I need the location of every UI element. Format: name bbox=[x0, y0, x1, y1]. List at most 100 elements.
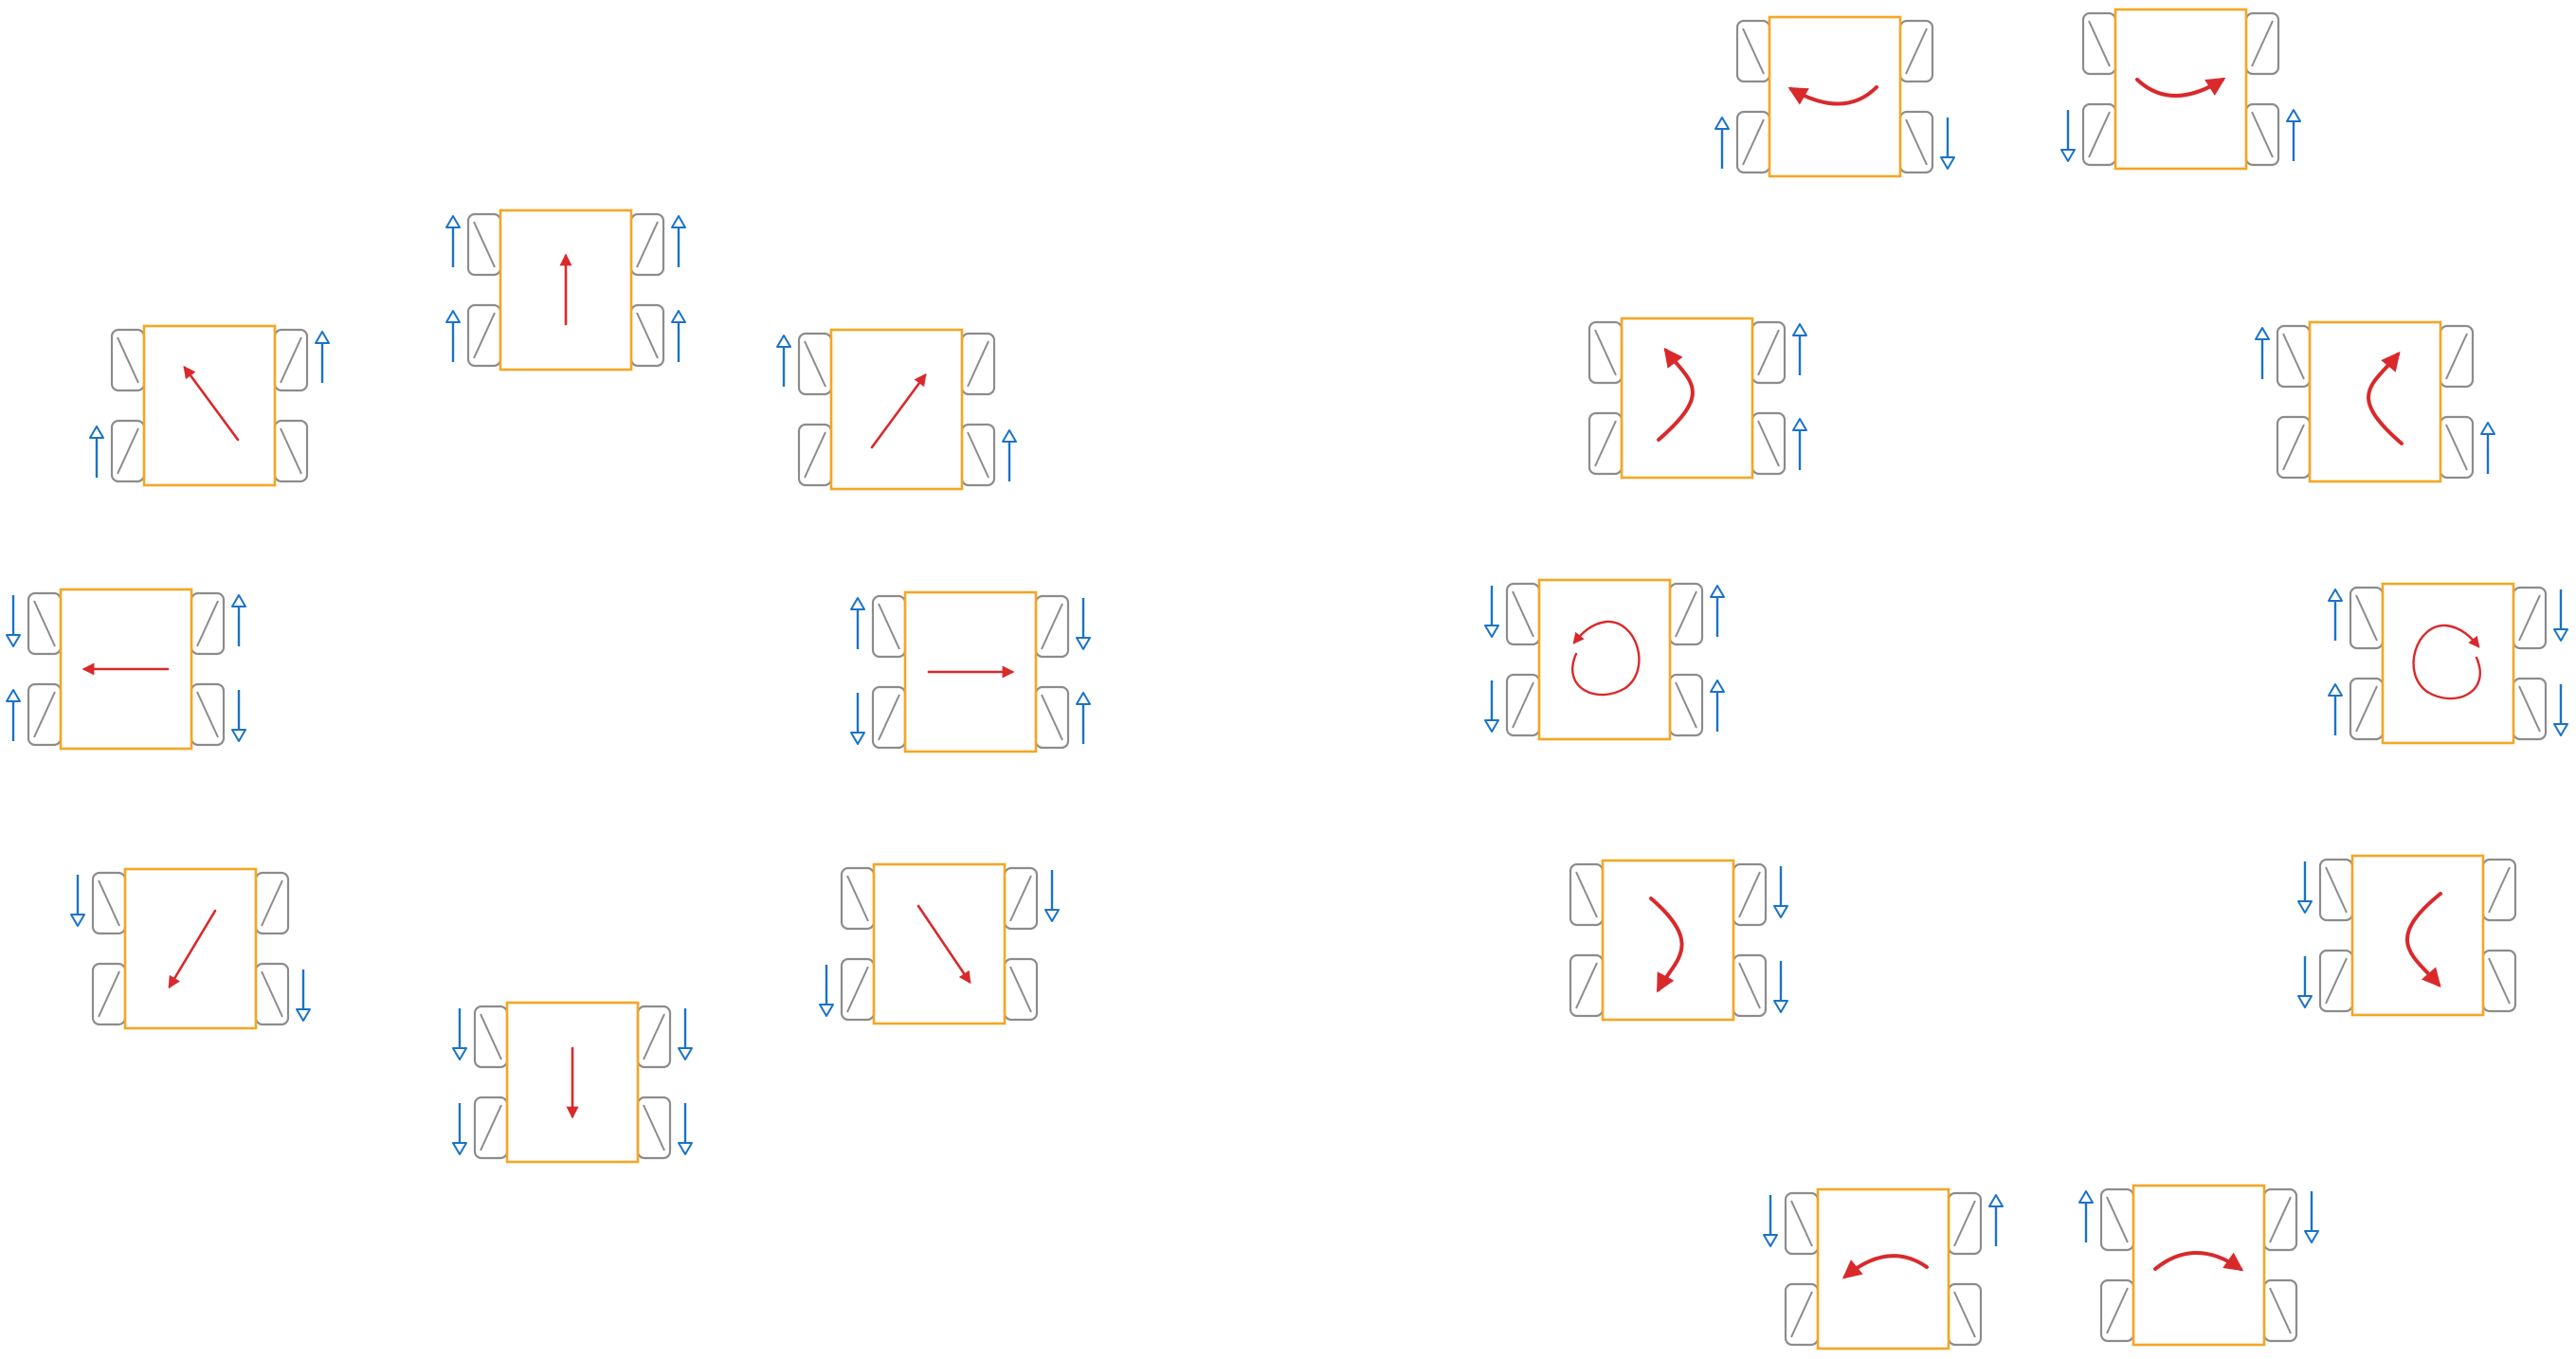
rear-left-wheel bbox=[2099, 1278, 2135, 1343]
rear-left-wheel bbox=[2276, 415, 2312, 480]
rear-right-wheel bbox=[2244, 102, 2280, 167]
front-left-wheel bbox=[2349, 586, 2385, 650]
front-right-spin-arrow-up bbox=[1988, 1194, 2004, 1246]
front-left-spin-arrow-up bbox=[850, 597, 865, 649]
rear-right-spin-arrow-down bbox=[1940, 118, 1955, 170]
front-left-wheel bbox=[91, 871, 127, 935]
motion-arrow bbox=[168, 909, 217, 989]
robot-body bbox=[872, 862, 1007, 1025]
front-right-spin-arrow-down bbox=[1076, 598, 1091, 650]
robot-pivot-right-rear bbox=[2078, 1184, 2319, 1347]
rear-right-wheel bbox=[254, 962, 290, 1026]
front-right-wheel bbox=[1003, 866, 1039, 931]
front-right-wheel bbox=[1732, 862, 1768, 927]
motion-arrow bbox=[2367, 351, 2404, 445]
front-left-spin-arrow-down bbox=[2297, 861, 2313, 914]
front-left-wheel bbox=[466, 212, 502, 277]
motion-arrow bbox=[1571, 620, 1641, 697]
rear-left-wheel bbox=[27, 682, 63, 747]
front-left-wheel bbox=[2081, 11, 2117, 76]
robot-grid bbox=[6, 8, 2568, 1350]
rear-right-spin-arrow-down bbox=[678, 1103, 693, 1155]
rear-left-wheel bbox=[1505, 673, 1541, 737]
rear-right-wheel bbox=[636, 1096, 672, 1160]
rear-left-wheel bbox=[840, 957, 876, 1022]
rear-left-wheel bbox=[1569, 953, 1605, 1018]
rear-right-spin-arrow-up bbox=[2286, 109, 2301, 161]
robot-forward bbox=[445, 208, 686, 371]
rear-right-spin-arrow-down bbox=[1773, 961, 1788, 1013]
rear-right-spin-arrow-up bbox=[1002, 429, 1017, 481]
motion-arrow bbox=[1649, 897, 1684, 993]
front-left-spin-arrow-down bbox=[452, 1008, 467, 1060]
rear-left-wheel bbox=[473, 1096, 509, 1160]
motion-arrow bbox=[2405, 892, 2442, 988]
robot-body bbox=[1537, 578, 1672, 741]
robot-rotate-ccw bbox=[1484, 578, 1725, 741]
rear-right-wheel bbox=[1668, 673, 1704, 737]
front-left-wheel bbox=[1784, 1191, 1820, 1256]
front-left-wheel bbox=[473, 1005, 509, 1069]
front-right-spin-arrow-up bbox=[671, 215, 686, 267]
robot-body bbox=[59, 588, 193, 751]
front-left-spin-arrow-up bbox=[776, 335, 791, 387]
rear-right-spin-arrow-up bbox=[1710, 680, 1725, 732]
robot-pivot-left-rear bbox=[1763, 1187, 2004, 1350]
front-left-spin-arrow-down bbox=[6, 595, 21, 647]
front-left-wheel bbox=[27, 591, 63, 656]
rear-right-wheel bbox=[1034, 685, 1070, 750]
front-left-wheel bbox=[1735, 19, 1771, 83]
front-left-wheel bbox=[1505, 582, 1541, 646]
rear-left-wheel bbox=[2318, 949, 2354, 1013]
rear-left-spin-arrow-down bbox=[819, 965, 834, 1017]
front-right-wheel bbox=[254, 871, 290, 935]
front-left-wheel bbox=[2318, 858, 2354, 922]
motion-arrow bbox=[1657, 347, 1695, 442]
rear-left-wheel bbox=[1587, 411, 1624, 476]
front-right-spin-arrow-down bbox=[1044, 870, 1060, 922]
rear-left-spin-arrow-up bbox=[445, 310, 461, 362]
robot-forward-left bbox=[89, 324, 330, 487]
front-right-wheel bbox=[1751, 320, 1787, 385]
rear-left-wheel bbox=[466, 303, 502, 368]
rear-right-wheel bbox=[2512, 677, 2548, 741]
rear-left-wheel bbox=[91, 962, 127, 1026]
rear-left-spin-arrow-down bbox=[1484, 680, 1499, 733]
rear-right-wheel bbox=[1732, 953, 1768, 1018]
rear-left-wheel bbox=[2349, 677, 2385, 741]
rear-right-wheel bbox=[1003, 957, 1039, 1022]
robot-body bbox=[123, 867, 258, 1030]
front-right-spin-arrow-down bbox=[2553, 589, 2568, 642]
front-right-spin-arrow-down bbox=[2304, 1191, 2319, 1243]
front-left-spin-arrow-up bbox=[2328, 589, 2343, 641]
rear-right-wheel bbox=[190, 682, 226, 747]
robot-body bbox=[2113, 8, 2248, 171]
rear-left-spin-arrow-down bbox=[850, 693, 865, 745]
robot-body bbox=[1620, 317, 1754, 480]
front-right-spin-arrow-down bbox=[678, 1008, 693, 1060]
robot-turn-left-backward bbox=[2297, 854, 2517, 1017]
rear-left-wheel bbox=[871, 685, 907, 750]
front-left-wheel bbox=[840, 866, 876, 931]
robot-body bbox=[505, 1001, 640, 1164]
rear-right-spin-arrow-up bbox=[1076, 692, 1091, 744]
front-left-wheel bbox=[797, 332, 833, 396]
front-left-wheel bbox=[1569, 862, 1605, 927]
motion-arrow bbox=[2135, 77, 2226, 98]
robot-pivot-left-front bbox=[1714, 15, 1955, 178]
robot-backward bbox=[452, 1001, 693, 1164]
rear-left-spin-arrow-down bbox=[2297, 956, 2313, 1008]
rear-left-spin-arrow-up bbox=[89, 426, 104, 478]
rear-right-spin-arrow-up bbox=[2480, 422, 2495, 474]
robot-rotate-cw bbox=[2328, 582, 2568, 745]
front-left-wheel bbox=[871, 594, 907, 659]
motion-arrow bbox=[2153, 1251, 2244, 1272]
front-left-spin-arrow-up bbox=[2078, 1190, 2094, 1242]
rear-right-wheel bbox=[2481, 949, 2517, 1013]
rear-right-wheel bbox=[273, 419, 309, 483]
rear-left-wheel bbox=[1735, 110, 1771, 174]
rear-right-wheel bbox=[2439, 415, 2475, 480]
robot-left bbox=[6, 588, 246, 751]
robot-body bbox=[2350, 854, 2485, 1017]
front-right-wheel bbox=[960, 332, 996, 396]
